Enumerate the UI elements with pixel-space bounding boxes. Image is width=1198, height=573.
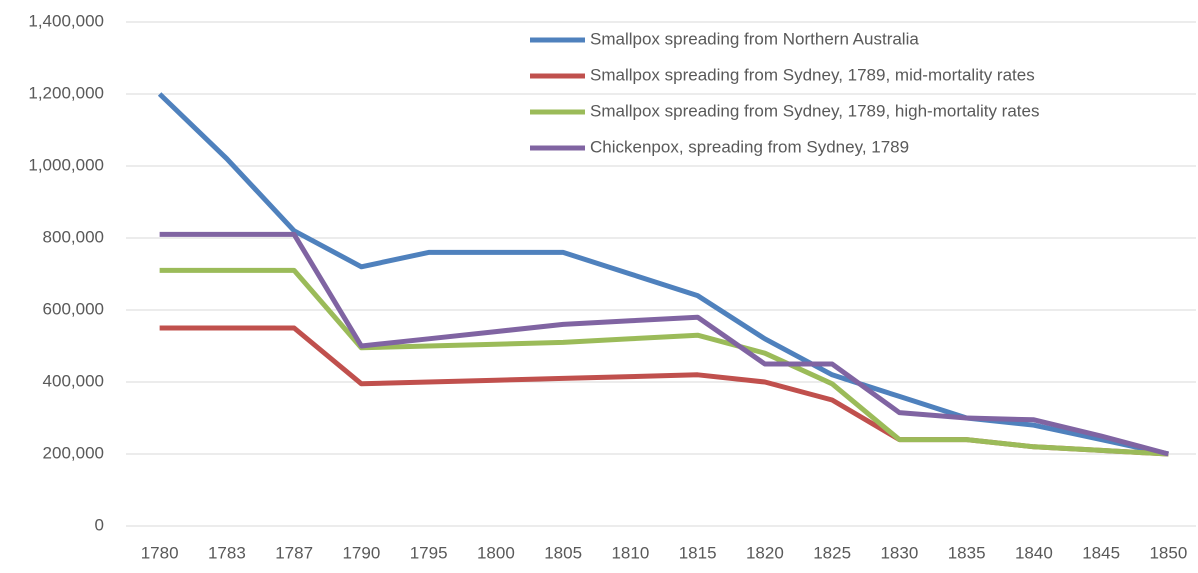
- series-line: [159, 267, 1169, 457]
- y-tick-label: 800,000: [43, 227, 104, 246]
- x-tick-label: 1825: [813, 543, 851, 562]
- x-tick-label: 1800: [477, 543, 515, 562]
- legend-label: Smallpox spreading from Sydney, 1789, hi…: [590, 101, 1039, 120]
- y-tick-label: 600,000: [43, 299, 104, 318]
- y-tick-label: 1,000,000: [28, 155, 104, 174]
- x-tick-label: 1830: [880, 543, 918, 562]
- y-tick-label: 1,200,000: [28, 83, 104, 102]
- legend-label: Smallpox spreading from Northern Austral…: [590, 29, 919, 48]
- series-line: [159, 231, 1170, 457]
- legend-label: Chickenpox, spreading from Sydney, 1789: [590, 137, 909, 156]
- x-tick-label: 1840: [1015, 543, 1053, 562]
- y-tick-label: 400,000: [43, 371, 104, 390]
- x-tick-label: 1787: [275, 543, 313, 562]
- y-tick-label: 1,400,000: [28, 11, 104, 30]
- series-line: [157, 92, 1169, 457]
- x-tick-label: 1780: [141, 543, 179, 562]
- y-tick-label: 200,000: [43, 443, 104, 462]
- legend-label: Smallpox spreading from Sydney, 1789, mi…: [590, 65, 1035, 84]
- x-tick-label: 1795: [410, 543, 448, 562]
- x-tick-label: 1783: [208, 543, 246, 562]
- series-line: [159, 325, 1169, 457]
- x-tick-label: 1810: [611, 543, 649, 562]
- x-tick-label: 1850: [1149, 543, 1187, 562]
- y-tick-label: 0: [95, 515, 104, 534]
- x-tick-label: 1820: [746, 543, 784, 562]
- x-tick-label: 1845: [1082, 543, 1120, 562]
- x-tick-label: 1835: [948, 543, 986, 562]
- x-tick-label: 1815: [679, 543, 717, 562]
- x-tick-label: 1805: [544, 543, 582, 562]
- x-tick-label: 1790: [342, 543, 380, 562]
